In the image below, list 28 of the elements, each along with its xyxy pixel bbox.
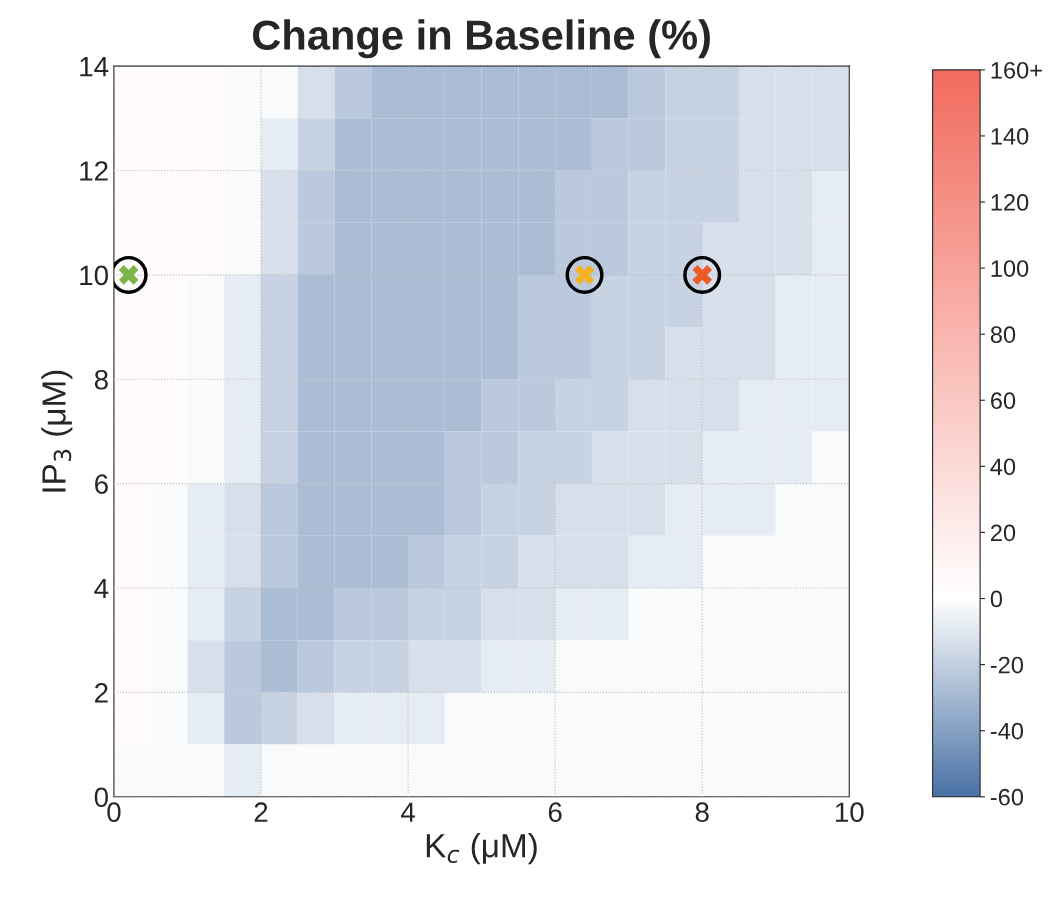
color-bar-label: 0 xyxy=(990,590,1003,608)
y-tick-label: 10 xyxy=(80,265,108,286)
y-tick-label: 8 xyxy=(94,369,108,390)
x-tick-label: 8 xyxy=(695,802,709,823)
color-bar-label: 120 xyxy=(991,194,1029,211)
x-tick-label: 4 xyxy=(400,802,415,822)
y-tick-label: 6 xyxy=(95,474,108,494)
chart-title: Change in Baseline (%) xyxy=(252,19,710,59)
y-tick-label: 12 xyxy=(80,161,108,181)
color-bar-label: 80 xyxy=(990,326,1016,343)
color-bar-label: -20 xyxy=(990,656,1024,674)
y-tick-label: 4 xyxy=(94,578,109,599)
color-bar-label: 100 xyxy=(991,260,1029,277)
color-bar-label: 20 xyxy=(991,524,1016,542)
color-bar-label: 160+ xyxy=(991,61,1042,79)
x-tick-label: 6 xyxy=(548,802,562,823)
color-bar-label: 40 xyxy=(990,458,1016,476)
y-tick-label: 0 xyxy=(94,787,108,808)
color-bar-label: 140 xyxy=(991,128,1029,145)
y-tick-label: 14 xyxy=(80,57,109,77)
x-tick-label: 10 xyxy=(835,802,864,823)
y-axis-title: IP$_{3}$ (μM) xyxy=(41,370,73,492)
color-bar-label: 60 xyxy=(991,392,1016,410)
x-tick-label: 2 xyxy=(254,802,268,822)
color-bar-label: -40 xyxy=(990,722,1024,740)
color-bar-label: -60 xyxy=(990,788,1024,806)
x-axis-title: K$_{c}$ (μM) xyxy=(426,833,537,865)
y-tick-label: 2 xyxy=(95,683,108,703)
